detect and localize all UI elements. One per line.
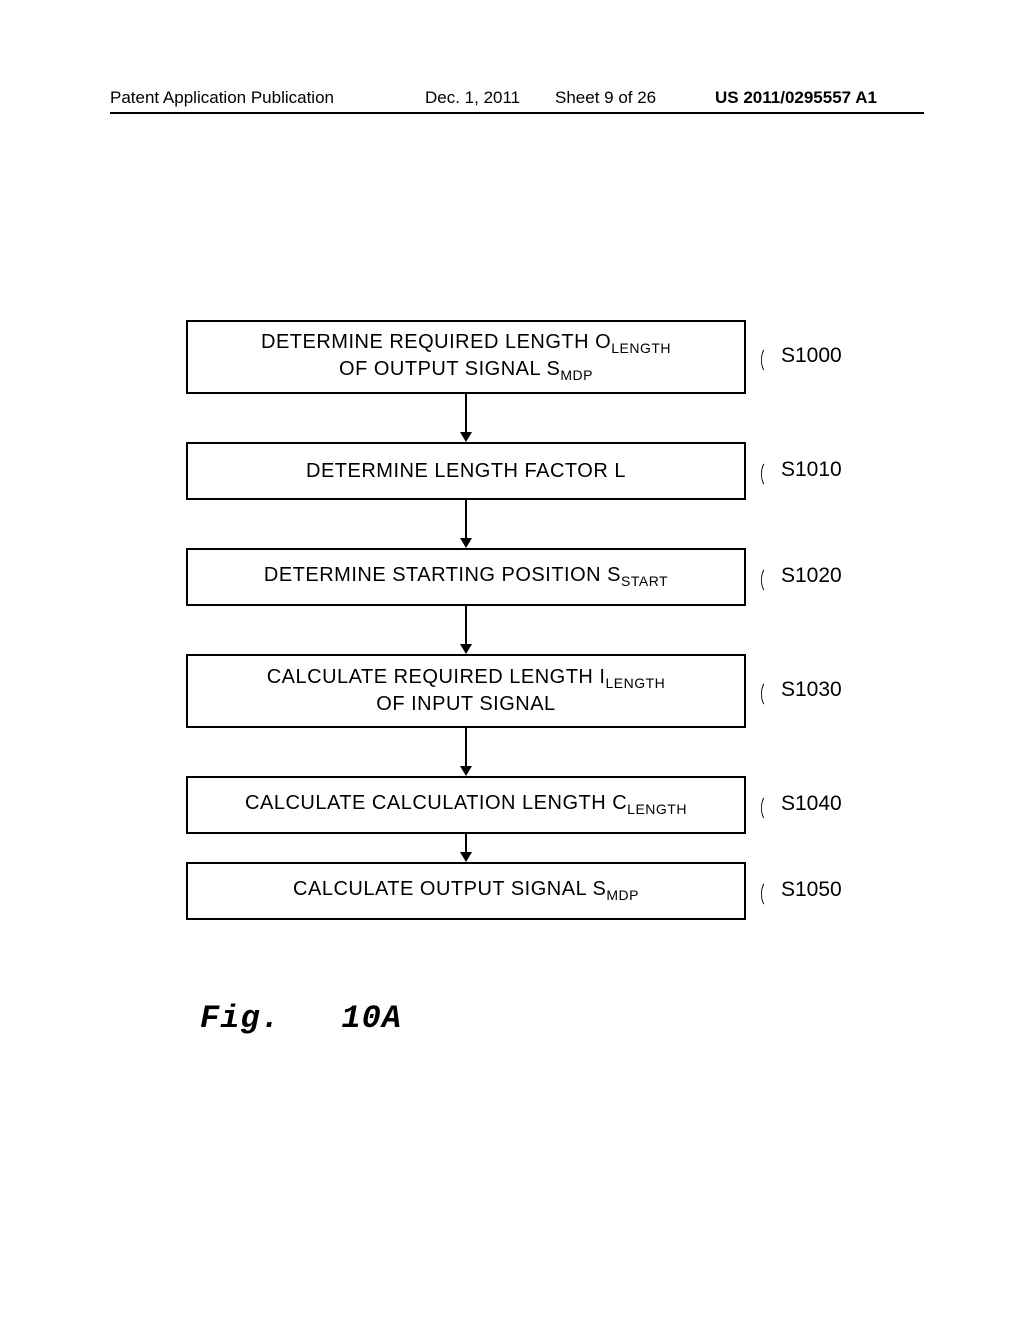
flow-arrow bbox=[186, 394, 746, 442]
flow-step-text: DETERMINE STARTING POSITION S bbox=[264, 564, 621, 586]
flow-step-subscript: MDP bbox=[560, 367, 593, 383]
flow-step-subscript: MDP bbox=[606, 887, 639, 903]
flow-step-box: DETERMINE STARTING POSITION SSTART bbox=[186, 548, 746, 606]
figure-caption: Fig. 10A bbox=[200, 1000, 402, 1037]
figure-number: 10A bbox=[341, 1000, 402, 1037]
flow-step-label: S1010 bbox=[781, 458, 842, 482]
brace-icon: ︶ bbox=[750, 569, 768, 591]
flow-step-row: CALCULATE REQUIRED LENGTH ILENGTHOF INPU… bbox=[186, 654, 746, 728]
brace-icon: ︶ bbox=[750, 683, 768, 705]
brace-icon: ︶ bbox=[750, 883, 768, 905]
flow-step-text: OF INPUT SIGNAL bbox=[376, 693, 555, 715]
flow-step-label: S1050 bbox=[781, 878, 842, 902]
flow-step-text: OF OUTPUT SIGNAL S bbox=[339, 358, 560, 380]
flow-step-box: CALCULATE REQUIRED LENGTH ILENGTHOF INPU… bbox=[186, 654, 746, 728]
flow-step-line2: OF OUTPUT SIGNAL SMDP bbox=[339, 357, 593, 385]
flow-step-label: S1020 bbox=[781, 564, 842, 588]
flow-step-row: CALCULATE CALCULATION LENGTH CLENGTH︶S10… bbox=[186, 776, 746, 834]
flow-step-row: DETERMINE REQUIRED LENGTH OLENGTHOF OUTP… bbox=[186, 320, 746, 394]
header-sheet: Sheet 9 of 26 bbox=[555, 88, 656, 108]
header-publication-type: Patent Application Publication bbox=[110, 88, 334, 108]
flow-step-row: DETERMINE LENGTH FACTOR L︶S1010 bbox=[186, 442, 746, 500]
brace-icon: ︶ bbox=[750, 463, 768, 485]
flow-step-subscript: LENGTH bbox=[605, 675, 665, 691]
flow-arrow bbox=[186, 728, 746, 776]
flow-step-row: CALCULATE OUTPUT SIGNAL SMDP︶S1050 bbox=[186, 862, 746, 920]
flow-step-text: CALCULATE REQUIRED LENGTH I bbox=[267, 666, 606, 688]
flow-step-text: DETERMINE REQUIRED LENGTH O bbox=[261, 331, 611, 353]
flow-arrow bbox=[186, 834, 746, 862]
flow-step-subscript: START bbox=[621, 573, 668, 589]
flow-step-text: CALCULATE OUTPUT SIGNAL S bbox=[293, 878, 606, 900]
flow-step-text: DETERMINE LENGTH FACTOR L bbox=[306, 460, 626, 482]
flow-step-subscript: LENGTH bbox=[611, 340, 671, 356]
flow-step-text: CALCULATE CALCULATION LENGTH C bbox=[245, 792, 627, 814]
brace-icon: ︶ bbox=[750, 797, 768, 819]
flow-arrow bbox=[186, 606, 746, 654]
flow-step-line1: DETERMINE REQUIRED LENGTH OLENGTH bbox=[261, 330, 671, 358]
flow-step-label: S1030 bbox=[781, 678, 842, 702]
flow-step-line1: CALCULATE CALCULATION LENGTH CLENGTH bbox=[245, 791, 687, 819]
flowchart: DETERMINE REQUIRED LENGTH OLENGTHOF OUTP… bbox=[186, 320, 746, 920]
flow-step-box: DETERMINE LENGTH FACTOR L bbox=[186, 442, 746, 500]
flow-step-line1: DETERMINE STARTING POSITION SSTART bbox=[264, 563, 668, 591]
flow-step-label: S1040 bbox=[781, 792, 842, 816]
brace-icon: ︶ bbox=[750, 349, 768, 371]
figure-prefix: Fig. bbox=[200, 1000, 281, 1037]
header-pubnum: US 2011/0295557 A1 bbox=[715, 88, 877, 108]
flow-step-line2: OF INPUT SIGNAL bbox=[376, 692, 555, 717]
flow-step-subscript: LENGTH bbox=[627, 801, 687, 817]
flow-step-box: DETERMINE REQUIRED LENGTH OLENGTHOF OUTP… bbox=[186, 320, 746, 394]
flow-step-row: DETERMINE STARTING POSITION SSTART︶S1020 bbox=[186, 548, 746, 606]
flow-step-label: S1000 bbox=[781, 344, 842, 368]
flow-step-box: CALCULATE CALCULATION LENGTH CLENGTH bbox=[186, 776, 746, 834]
header-rule bbox=[110, 112, 924, 114]
flow-step-line1: DETERMINE LENGTH FACTOR L bbox=[306, 459, 626, 484]
header-date: Dec. 1, 2011 bbox=[425, 88, 520, 108]
flow-step-box: CALCULATE OUTPUT SIGNAL SMDP bbox=[186, 862, 746, 920]
flow-step-line1: CALCULATE REQUIRED LENGTH ILENGTH bbox=[267, 665, 666, 693]
flow-arrow bbox=[186, 500, 746, 548]
flow-step-line1: CALCULATE OUTPUT SIGNAL SMDP bbox=[293, 877, 639, 905]
figure-space bbox=[301, 1000, 321, 1037]
